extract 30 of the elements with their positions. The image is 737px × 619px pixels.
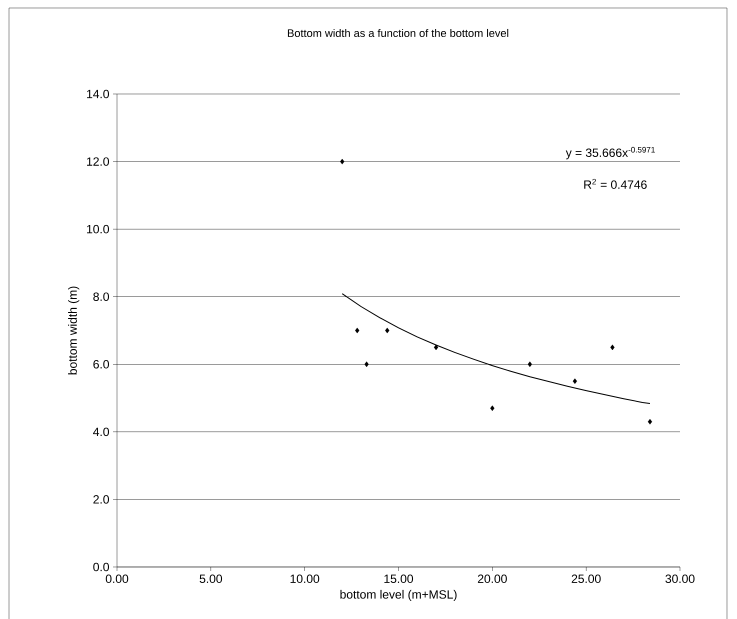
y-tick-label: 12.0 — [87, 157, 110, 166]
x-tick-label: 25.00 — [572, 574, 601, 584]
point — [434, 344, 438, 350]
point — [648, 418, 652, 425]
x-tick-label: 0.00 — [106, 574, 128, 584]
y-axis-title: bottom width (m) — [68, 286, 80, 374]
point — [355, 328, 360, 334]
x-tick-label: 30.00 — [665, 574, 695, 584]
point — [572, 378, 578, 384]
point — [490, 405, 494, 411]
point — [340, 158, 344, 164]
x-axis-title: bottom level (m+MSL) — [340, 590, 457, 602]
point — [385, 328, 390, 334]
x-tick-label: 20.00 — [478, 574, 507, 584]
x-tick-label: 15.00 — [384, 574, 414, 584]
annotation: y = 35.666x$^{-0.5971}$ — [566, 146, 655, 160]
y-tick-label: 14.0 — [87, 90, 110, 98]
chart-title: Bottom width as a function of the bottom level — [288, 28, 508, 38]
x-tick-label: 10.00 — [290, 574, 320, 584]
y-tick-label: 4.0 — [93, 428, 110, 436]
point — [364, 361, 369, 368]
y-tick-label: 2.0 — [93, 495, 110, 504]
y-tick-label: 6.0 — [93, 360, 110, 369]
annotation: R$^{2}$ = 0.4746 — [584, 178, 647, 189]
y-tick-label: 0.0 — [93, 562, 110, 572]
x-tick-label: 5.00 — [200, 574, 222, 584]
y-tick-label: 8.0 — [93, 292, 110, 301]
point — [610, 344, 615, 350]
y-tick-label: 10.0 — [87, 224, 110, 234]
point — [528, 361, 532, 368]
